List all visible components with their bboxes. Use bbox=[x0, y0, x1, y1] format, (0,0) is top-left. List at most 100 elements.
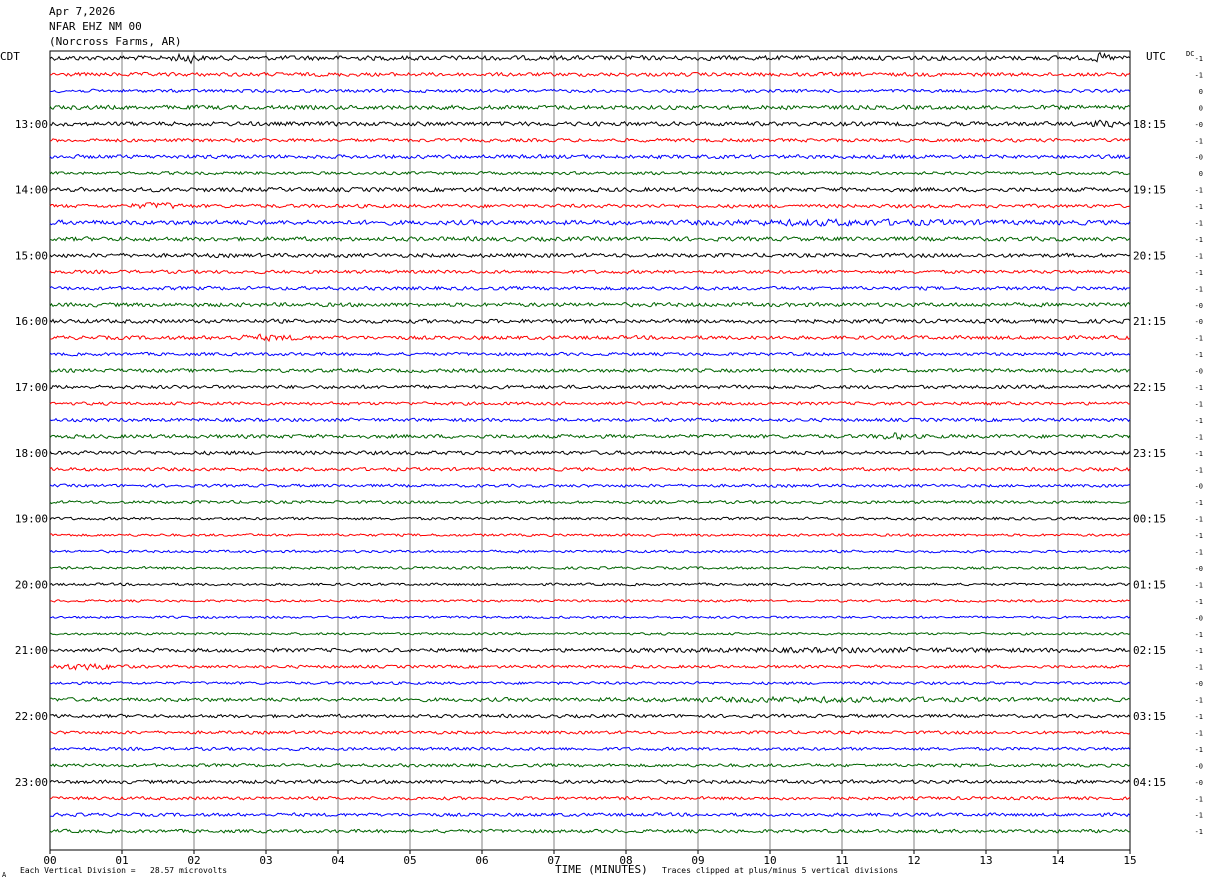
seismic-trace bbox=[49, 417, 1131, 423]
header-date: Apr 7,2026 bbox=[49, 5, 116, 18]
dc-offset-value: -1 bbox=[1195, 400, 1203, 408]
dc-offset-value: -0 bbox=[1195, 483, 1203, 491]
seismic-trace bbox=[49, 401, 1131, 406]
seismic-trace bbox=[49, 201, 1131, 210]
x-tick-label: 09 bbox=[691, 854, 704, 867]
seismic-trace bbox=[49, 351, 1131, 357]
dc-offset-value: -1 bbox=[1195, 466, 1203, 474]
dc-offset-value: -1 bbox=[1195, 417, 1203, 425]
x-tick-label: 02 bbox=[187, 854, 200, 867]
seismic-trace bbox=[49, 549, 1131, 554]
dc-offset-value: -1 bbox=[1195, 664, 1203, 672]
left-hour-label: 15:00 bbox=[15, 249, 48, 262]
seismic-trace bbox=[49, 104, 1131, 111]
dc-offset-value: -1 bbox=[1195, 499, 1203, 507]
dc-offset-value: -0 bbox=[1195, 565, 1203, 573]
x-tick-label: 11 bbox=[835, 854, 848, 867]
dc-offset-value: -1 bbox=[1195, 269, 1203, 277]
dc-offset-value: 0 bbox=[1199, 170, 1203, 178]
seismic-trace bbox=[49, 432, 1131, 441]
dc-offset-value: -1 bbox=[1195, 137, 1203, 145]
left-hour-label: 18:00 bbox=[15, 447, 48, 460]
corner-mark: A bbox=[2, 871, 7, 879]
x-tick-label: 10 bbox=[763, 854, 776, 867]
seismic-trace bbox=[49, 318, 1131, 324]
left-hour-label: 21:00 bbox=[15, 644, 48, 657]
dc-offset-value: -1 bbox=[1195, 516, 1203, 524]
right-hour-label: 02:15 bbox=[1133, 644, 1166, 657]
seismic-trace bbox=[49, 269, 1131, 275]
dc-offset-value: -1 bbox=[1195, 384, 1203, 392]
left-hour-label: 17:00 bbox=[15, 381, 48, 394]
right-hour-label: 20:15 bbox=[1133, 249, 1166, 262]
right-hour-label: 21:15 bbox=[1133, 315, 1166, 328]
seismic-trace bbox=[49, 795, 1131, 801]
seismic-trace bbox=[49, 681, 1131, 686]
x-tick-label: 15 bbox=[1123, 854, 1136, 867]
seismic-trace bbox=[49, 662, 1131, 671]
left-hour-label: 13:00 bbox=[15, 118, 48, 131]
dc-offset-header: DC bbox=[1186, 50, 1195, 58]
dc-offset-value: -1 bbox=[1195, 713, 1203, 721]
dc-offset-value: -1 bbox=[1195, 746, 1203, 754]
x-tick-label: 13 bbox=[979, 854, 992, 867]
scale-note: Each Vertical Division = 28.57 microvolt… bbox=[20, 866, 228, 875]
seismic-trace bbox=[49, 170, 1131, 176]
x-tick-label: 01 bbox=[115, 854, 128, 867]
dc-offset-value: -1 bbox=[1195, 236, 1203, 244]
header-station: NFAR EHZ NM 00 bbox=[49, 20, 142, 33]
dc-offset-value: -0 bbox=[1195, 318, 1203, 326]
dc-offset-value: -1 bbox=[1195, 71, 1203, 79]
left-timezone-label: CDT bbox=[0, 50, 20, 63]
left-hour-label: 16:00 bbox=[15, 315, 48, 328]
right-hour-label: 04:15 bbox=[1133, 776, 1166, 789]
x-tick-label: 07 bbox=[547, 854, 560, 867]
seismic-trace bbox=[49, 384, 1131, 390]
dc-offset-value: -1 bbox=[1195, 285, 1203, 293]
seismic-trace bbox=[49, 119, 1131, 128]
x-tick-label: 12 bbox=[907, 854, 920, 867]
x-tick-label: 03 bbox=[259, 854, 272, 867]
plot-frame bbox=[49, 50, 1131, 851]
x-tick-label: 06 bbox=[475, 854, 488, 867]
seismic-trace bbox=[49, 71, 1131, 78]
dc-offset-value: -1 bbox=[1195, 812, 1203, 820]
dc-offset-value: -1 bbox=[1195, 647, 1203, 655]
x-tick-label: 04 bbox=[331, 854, 345, 867]
dc-offset-value: -0 bbox=[1195, 779, 1203, 787]
right-hour-label: 18:15 bbox=[1133, 118, 1166, 131]
seismic-trace bbox=[49, 333, 1131, 343]
left-hour-label: 23:00 bbox=[15, 776, 48, 789]
right-hour-label: 00:15 bbox=[1133, 513, 1166, 526]
dc-offset-value: -1 bbox=[1195, 203, 1203, 211]
dc-offset-value: -1 bbox=[1195, 631, 1203, 639]
right-hour-label: 19:15 bbox=[1133, 184, 1166, 197]
dc-offset-value: -1 bbox=[1195, 55, 1203, 63]
seismic-trace bbox=[49, 631, 1131, 636]
x-tick-label: 08 bbox=[619, 854, 632, 867]
right-hour-label: 22:15 bbox=[1133, 381, 1166, 394]
seismic-trace bbox=[49, 779, 1131, 785]
left-hour-label: 22:00 bbox=[15, 710, 48, 723]
dc-offset-value: 0 bbox=[1199, 104, 1203, 112]
seismic-trace bbox=[49, 533, 1131, 537]
seismic-trace bbox=[49, 252, 1131, 259]
left-hour-label: 14:00 bbox=[15, 184, 48, 197]
seismic-trace bbox=[49, 599, 1131, 603]
dc-offset-value: -1 bbox=[1195, 729, 1203, 737]
seismic-trace bbox=[49, 153, 1131, 160]
seismic-trace bbox=[49, 218, 1131, 227]
dc-offset-value: -1 bbox=[1195, 828, 1203, 836]
right-hour-label: 03:15 bbox=[1133, 710, 1166, 723]
dc-offset-value: -0 bbox=[1195, 121, 1203, 129]
seismic-trace bbox=[49, 763, 1131, 768]
seismic-trace bbox=[49, 713, 1131, 719]
seismic-trace bbox=[49, 483, 1131, 488]
seismic-trace bbox=[49, 88, 1131, 94]
dc-offset-value: -1 bbox=[1195, 598, 1203, 606]
dc-offset-value: -1 bbox=[1195, 532, 1203, 540]
dc-offset-value: -0 bbox=[1195, 614, 1203, 622]
seismic-trace bbox=[49, 582, 1131, 587]
seismic-trace bbox=[49, 285, 1131, 291]
dc-offset-value: -1 bbox=[1195, 252, 1203, 260]
